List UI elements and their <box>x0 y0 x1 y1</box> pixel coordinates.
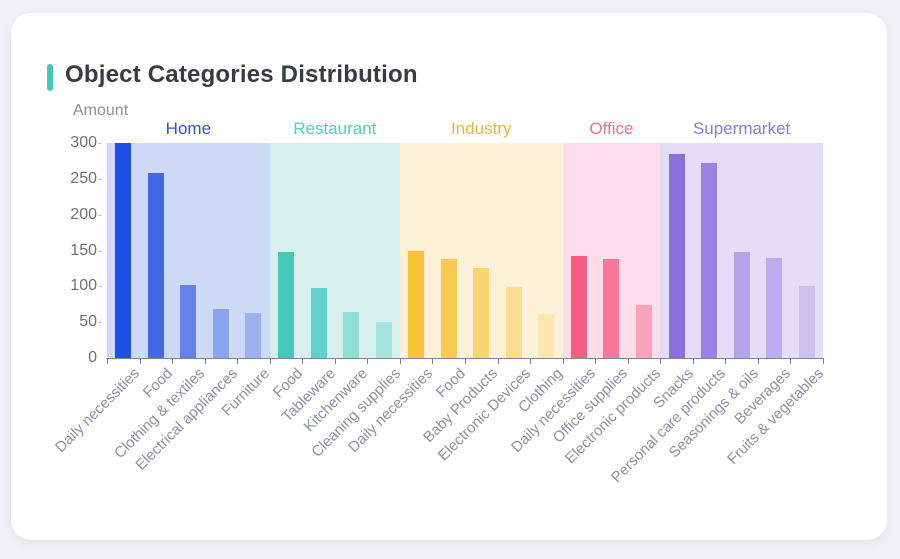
bar-snacks <box>668 153 685 358</box>
y-axis-tick-label: 200 <box>70 205 97 223</box>
bar-baby-products <box>473 267 490 358</box>
y-axis-tick-label: 150 <box>70 241 97 259</box>
bar-chart: Home Restaurant Industry Office Supermarket 0… <box>11 13 887 540</box>
bar-electronic-products <box>636 304 652 358</box>
y-axis-tick-mark <box>98 286 102 288</box>
x-axis-tick-mark <box>204 358 206 364</box>
x-axis-tick-mark <box>595 358 597 364</box>
bar-seasonings-oils <box>733 251 750 358</box>
bar-office-supplies <box>603 259 620 358</box>
x-axis-tick-mark <box>107 358 108 364</box>
bar-electrical-appliances <box>212 309 229 358</box>
x-axis-tick-mark <box>367 358 369 364</box>
x-axis-tick-mark <box>725 358 727 364</box>
x-axis-tick-mark <box>627 358 629 364</box>
x-axis-tick-mark <box>497 358 499 364</box>
y-axis-tick-mark <box>98 214 102 216</box>
y-axis-title: Amount <box>73 102 129 119</box>
x-axis-tick-mark <box>172 358 174 364</box>
x-axis-tick-mark <box>692 358 694 364</box>
group-label-industry: Industry <box>451 119 512 138</box>
bar-cleaning-supplies <box>375 322 392 358</box>
x-axis-tick-mark <box>823 358 824 364</box>
bar-daily-necessities <box>408 250 425 358</box>
bar-furniture <box>245 312 262 358</box>
y-axis-tick-mark <box>98 178 102 180</box>
y-axis-tick-mark <box>98 250 102 252</box>
bar-kitchenware <box>343 312 360 358</box>
bar-food <box>278 251 294 358</box>
bar-fruits-vegetables <box>798 285 815 358</box>
bar-daily-necessities <box>115 143 132 358</box>
bar-tableware <box>310 288 327 358</box>
bar-food <box>147 173 164 358</box>
x-axis-tick-mark <box>530 358 532 364</box>
x-axis-tick-mark <box>465 358 466 364</box>
y-axis-tick-mark <box>98 143 102 144</box>
group-label-restaurant: Restaurant <box>293 119 377 138</box>
x-axis-tick-mark <box>237 358 239 364</box>
x-axis-tick-mark <box>562 358 564 364</box>
y-axis-tick-label: 0 <box>88 349 97 366</box>
x-axis-tick-mark <box>269 358 271 364</box>
x-axis-tick-mark <box>302 358 304 364</box>
x-axis-tick-mark <box>399 358 401 364</box>
bar-personal-care-products <box>701 163 718 358</box>
group-label-home: Home <box>165 119 212 138</box>
y-axis-tick-mark <box>98 322 102 324</box>
x-axis-tick-mark <box>139 358 141 364</box>
bar-clothing-textiles <box>180 284 197 358</box>
bar-electronic-devices <box>505 287 522 358</box>
x-axis-tick-mark <box>432 358 434 364</box>
x-axis-tick-mark <box>660 358 662 364</box>
x-axis-tick-mark <box>334 358 336 364</box>
x-axis-tick-mark <box>790 358 792 364</box>
bar-clothing <box>538 313 555 358</box>
bar-beverages <box>766 257 783 358</box>
bar-food <box>440 259 457 358</box>
x-axis-tick-mark <box>757 358 759 364</box>
y-axis-tick-label: 50 <box>79 313 97 331</box>
chart-card: Object Categories Distribution Amount Ho… <box>11 13 887 540</box>
y-axis-tick-label: 300 <box>70 134 97 151</box>
title-accent-bar <box>47 64 53 91</box>
group-label-office: Office <box>589 119 634 138</box>
y-axis-tick-label: 250 <box>70 169 97 187</box>
chart-title: Object Categories Distribution <box>65 61 418 88</box>
group-label-supermarket: Supermarket <box>692 119 791 138</box>
bar-daily-necessities <box>570 256 587 358</box>
y-axis-tick-label: 100 <box>70 277 97 295</box>
